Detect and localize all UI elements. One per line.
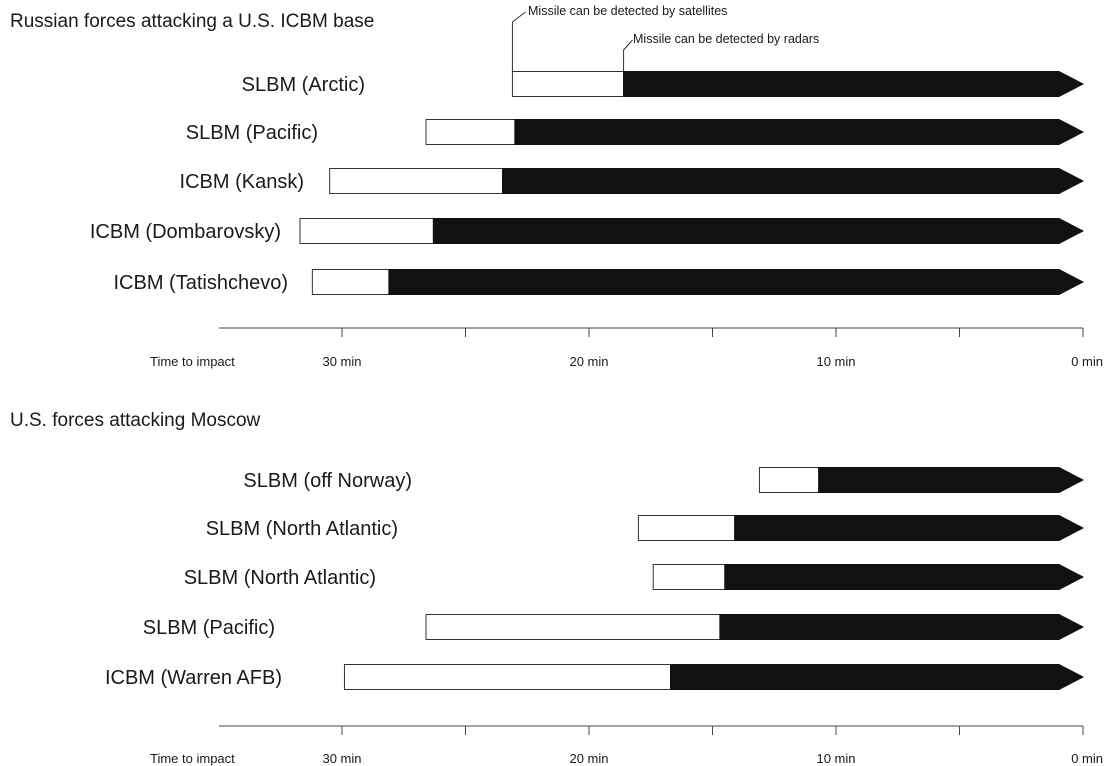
- bar-row: SLBM (North Atlantic): [206, 515, 1085, 541]
- annotation-radar: Missile can be detected by radars: [633, 32, 819, 46]
- row-label: ICBM (Dombarovsky): [90, 221, 281, 243]
- x-tick-label: 30 min: [322, 354, 361, 369]
- satellite-detection-segment: [425, 614, 721, 640]
- x-tick-label: 0 min: [1071, 354, 1103, 369]
- x-tick-label: 20 min: [569, 354, 608, 369]
- panel-title: U.S. forces attacking Moscow: [10, 410, 261, 431]
- chart-panel-2: U.S. forces attacking Moscow SLBM (off No…: [10, 410, 1103, 766]
- bar-row: SLBM (off Norway): [243, 467, 1085, 493]
- x-axis-label: Time to impact: [150, 354, 235, 369]
- panel-title: Russian forces attacking a U.S. ICBM bas…: [10, 11, 374, 32]
- bar-row: SLBM (Pacific): [186, 119, 1085, 145]
- row-label: SLBM (off Norway): [243, 470, 412, 492]
- x-tick-label: 30 min: [322, 751, 361, 766]
- bar-row: ICBM (Tatishchevo): [114, 269, 1085, 295]
- radar-detection-arrow: [514, 119, 1085, 145]
- x-axis-label: Time to impact: [150, 751, 235, 766]
- row-label: ICBM (Tatishchevo): [114, 272, 289, 294]
- satellite-detection-segment: [637, 515, 736, 541]
- satellite-detection-segment: [652, 564, 726, 590]
- satellite-detection-segment: [299, 218, 434, 244]
- satellite-detection-segment: [311, 269, 390, 295]
- satellite-detection-segment: [329, 168, 504, 194]
- radar-detection-arrow: [670, 664, 1085, 690]
- row-label: SLBM (Pacific): [186, 122, 318, 144]
- radar-detection-arrow: [623, 71, 1085, 97]
- radar-detection-arrow: [724, 564, 1085, 590]
- chart-panel-1: Russian forces attacking a U.S. ICBM bas…: [10, 4, 1103, 369]
- row-label: ICBM (Warren AFB): [105, 667, 282, 689]
- radar-detection-arrow: [734, 515, 1085, 541]
- radar-detection-arrow: [719, 614, 1085, 640]
- radar-detection-arrow: [818, 467, 1085, 493]
- x-tick-label: 20 min: [569, 751, 608, 766]
- radar-leader-line: [623, 39, 633, 72]
- radar-detection-arrow: [432, 218, 1085, 244]
- satellite-detection-segment: [511, 71, 625, 97]
- annotation-satellite: Missile can be detected by satellites: [528, 4, 727, 18]
- row-label: ICBM (Kansk): [180, 171, 304, 193]
- radar-detection-arrow: [388, 269, 1085, 295]
- bar-row: SLBM (North Atlantic): [184, 564, 1085, 590]
- bar-row: ICBM (Kansk): [180, 168, 1085, 194]
- x-tick-label: 0 min: [1071, 751, 1103, 766]
- row-label: SLBM (North Atlantic): [206, 518, 398, 540]
- x-tick-label: 10 min: [816, 751, 855, 766]
- satellite-leader-line: [511, 11, 526, 72]
- bar-row: ICBM (Dombarovsky): [90, 218, 1085, 244]
- bar-row: SLBM (Arctic): [242, 71, 1085, 97]
- row-label: SLBM (Arctic): [242, 74, 365, 96]
- bar-row: SLBM (Pacific): [143, 614, 1085, 640]
- satellite-detection-segment: [758, 467, 820, 493]
- x-tick-label: 10 min: [816, 354, 855, 369]
- row-label: SLBM (North Atlantic): [184, 567, 376, 589]
- row-label: SLBM (Pacific): [143, 617, 275, 639]
- satellite-detection-segment: [343, 664, 672, 690]
- radar-detection-arrow: [502, 168, 1085, 194]
- satellite-detection-segment: [425, 119, 516, 145]
- bar-row: ICBM (Warren AFB): [105, 664, 1085, 690]
